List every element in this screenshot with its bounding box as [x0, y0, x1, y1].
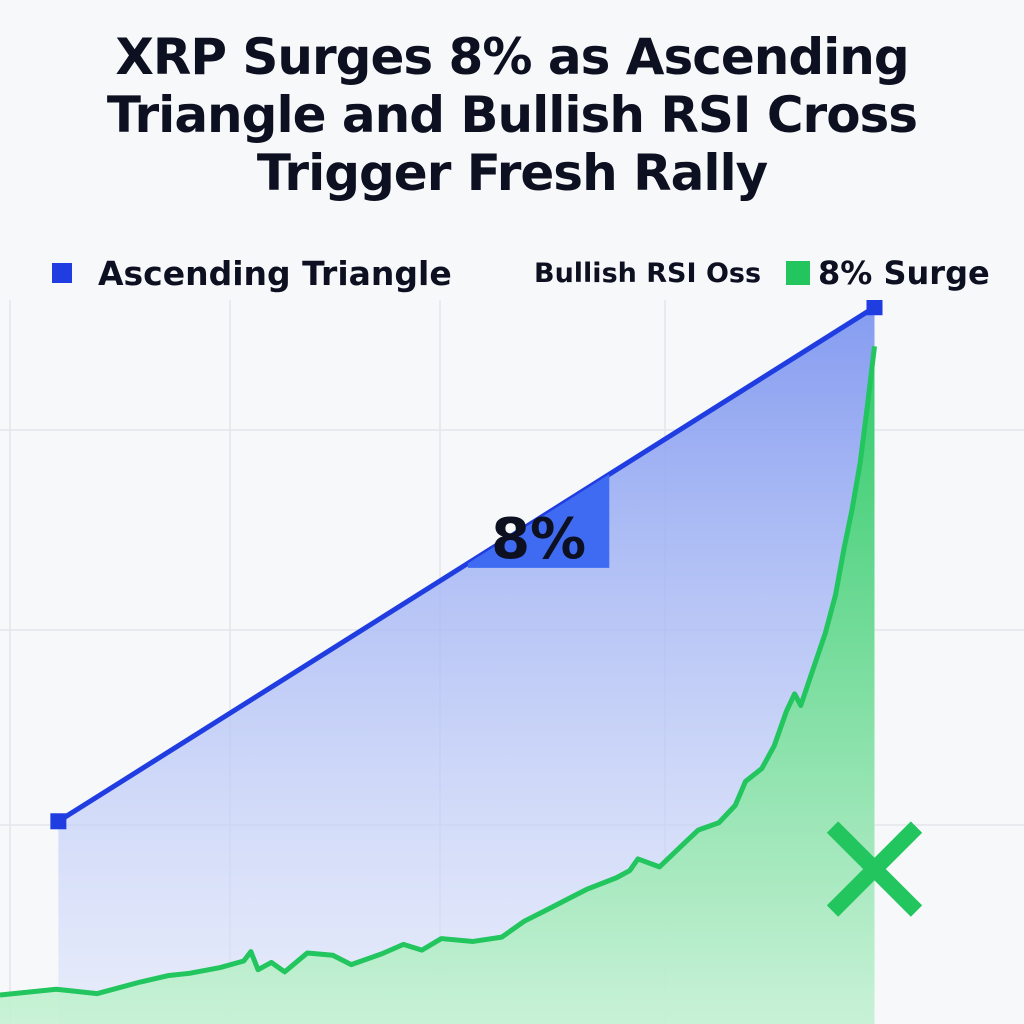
x-marker-stroke-b [826, 821, 923, 917]
legend: Ascending Triangle Bullish RSI Oss 8% Su… [0, 248, 1024, 298]
chart-title: XRP Surges 8% as Ascending Triangle and … [0, 28, 1024, 202]
surge-area [0, 346, 875, 1024]
triangle-area [58, 307, 875, 1024]
title-line-3: Trigger Fresh Rally [256, 144, 768, 202]
surge-line [0, 346, 877, 998]
triangle-layer [50, 300, 883, 1024]
surge-layer [0, 346, 877, 1024]
legend-label-rsi: Bullish RSI Oss [534, 257, 762, 289]
bar-label-0: 8% [491, 507, 586, 572]
title-line-2: Triangle and Bullish RSI Cross [106, 86, 918, 144]
triangle-point-0 [50, 813, 67, 830]
triangle-line [57, 305, 876, 824]
title-line-1: XRP Surges 8% as Ascending [115, 28, 909, 86]
legend-label-surge: 8% Surge [818, 254, 990, 292]
triangle-point-1 [866, 300, 883, 316]
bar-layer: 8% [467, 474, 610, 572]
legend-item-surge: 8% Surge [786, 248, 990, 298]
legend-item-bullish-rsi: Bullish RSI Oss [534, 248, 761, 298]
x-marker-0 [826, 821, 923, 917]
legend-item-ascending-triangle: Ascending Triangle [52, 248, 452, 298]
legend-swatch-triangle [52, 263, 72, 283]
bar-0 [467, 474, 610, 568]
price-chart: 8% [0, 300, 1024, 1024]
legend-label-triangle: Ascending Triangle [98, 253, 452, 293]
marker-layer [826, 821, 923, 917]
legend-swatch-surge [786, 261, 810, 285]
